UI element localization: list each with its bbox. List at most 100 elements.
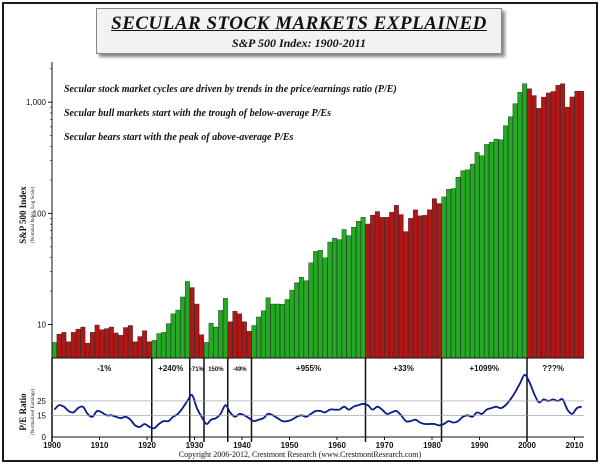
bar-1986 (460, 170, 466, 359)
bar-1936 (222, 298, 228, 359)
bar-1970 (384, 217, 390, 359)
bar-1931 (199, 334, 205, 359)
regime-change-label: +240% (158, 364, 183, 373)
bar-1956 (317, 249, 323, 359)
pe-x-tick-label-2010: 2010 (566, 441, 584, 450)
bar-1988 (469, 163, 475, 359)
bar-1962 (346, 235, 352, 359)
bar-1908 (89, 332, 95, 359)
bar-1932 (203, 342, 209, 359)
bar-1939 (237, 313, 243, 359)
bar-1922 (156, 333, 162, 359)
bar-1957 (322, 257, 328, 359)
bar-1938 (232, 310, 238, 359)
pe-x-tick-label-1960: 1960 (328, 441, 346, 450)
main-y-axis-label: S&P 500 Index (18, 186, 28, 244)
bar-1917 (132, 341, 138, 359)
bar-1959 (332, 237, 338, 359)
pe-x-tick-label-1910: 1910 (91, 441, 109, 450)
bar-1906 (80, 326, 86, 359)
bar-1911 (104, 328, 110, 359)
bar-2007 (560, 83, 566, 359)
bar-1921 (151, 340, 157, 359)
bar-1993 (493, 138, 499, 359)
bar-1975 (408, 218, 414, 359)
bar-1958 (327, 241, 333, 359)
bar-2004 (545, 92, 551, 359)
bar-1945 (265, 297, 271, 359)
bar-1963 (351, 227, 357, 359)
bar-1979 (427, 209, 433, 359)
regime-change-label: +1099% (469, 364, 499, 373)
bar-1972 (393, 205, 399, 359)
bar-2002 (536, 108, 542, 359)
bar-2001 (531, 95, 537, 359)
bar-1907 (85, 342, 91, 359)
bar-1995 (503, 125, 509, 359)
bar-2010 (574, 90, 580, 359)
bar-1914 (118, 335, 124, 359)
pe-y-tick-label-0: 0 (42, 433, 47, 442)
bar-1985 (455, 177, 461, 359)
bar-1913 (113, 332, 119, 359)
bar-1981 (436, 203, 442, 359)
pe-x-tick-label-1980: 1980 (423, 441, 441, 450)
bar-1978 (422, 215, 428, 359)
regime-change-label: 150% (208, 367, 224, 373)
bar-1984 (450, 188, 456, 359)
bar-1910 (99, 329, 105, 359)
bar-1996 (507, 116, 513, 359)
bar-1989 (474, 152, 480, 359)
bar-1967 (370, 214, 376, 359)
bar-1940 (241, 321, 247, 359)
bar-1960 (336, 239, 342, 359)
bar-1954 (308, 262, 314, 359)
bar-1935 (218, 310, 224, 359)
bar-1903 (66, 341, 72, 359)
bar-1977 (417, 215, 423, 359)
bar-1990 (479, 155, 485, 359)
pe-x-tick-label-2000: 2000 (518, 441, 536, 450)
bar-1933 (208, 322, 214, 359)
bar-1909 (94, 324, 100, 359)
bar-1966 (365, 223, 371, 359)
bar-1926 (175, 309, 181, 359)
main-y-axis-note: (Nominal Index, Log Scale) (31, 187, 36, 243)
bar-1980 (431, 198, 437, 359)
pe-x-tick-label-1940: 1940 (233, 441, 251, 450)
bar-1919 (142, 330, 148, 359)
bar-1941 (246, 331, 252, 359)
bar-1971 (389, 212, 395, 359)
annotation-3: Secular bears start with the peak of abo… (64, 132, 294, 143)
bar-1902 (61, 332, 67, 359)
pe-y-axis-label: P/E Ratio (18, 393, 28, 431)
pe-x-tick-label-1930: 1930 (186, 441, 204, 450)
bar-1937 (227, 321, 233, 359)
pe-x-tick-label-1950: 1950 (281, 441, 299, 450)
bar-1952 (298, 277, 304, 359)
bar-1929 (189, 287, 195, 359)
bar-1920 (146, 341, 152, 359)
regime-change-label: ???% (542, 364, 564, 373)
bar-1974 (403, 231, 409, 359)
bar-2006 (555, 85, 561, 359)
bar-1918 (137, 336, 143, 359)
bar-1904 (70, 332, 76, 359)
main-y-tick-label-1000: 1,000 (26, 98, 47, 107)
bar-1930 (194, 303, 200, 359)
bar-1905 (75, 328, 81, 359)
regime-change-label: +33% (393, 364, 414, 373)
bar-1992 (488, 142, 494, 359)
bar-1949 (284, 299, 290, 359)
bar-1973 (398, 214, 404, 359)
pe-y-tick-label-25: 25 (37, 397, 46, 406)
bar-1912 (108, 326, 114, 359)
bar-2000 (526, 88, 532, 359)
bar-1950 (289, 289, 295, 359)
bar-1943 (256, 316, 262, 359)
pe-y-tick-label-15: 15 (37, 411, 46, 420)
pe-y-axis-note: (Normalized Earnings) (31, 389, 36, 435)
bar-1915 (123, 327, 129, 359)
bar-1927 (180, 296, 186, 359)
bar-1901 (56, 333, 62, 359)
